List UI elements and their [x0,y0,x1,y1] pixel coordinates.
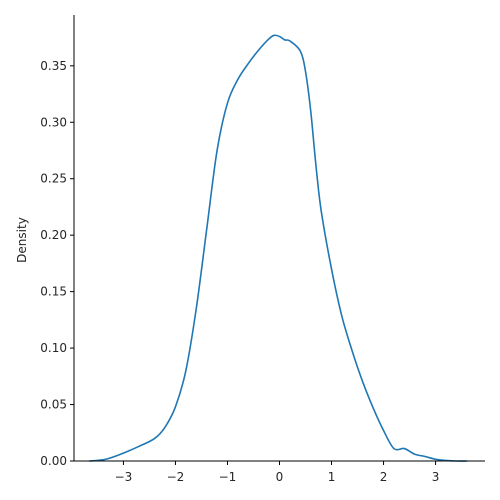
y-tick-label: 0.30 [40,115,67,129]
y-tick-label: 0.20 [40,228,67,242]
x-axis-ticks: −3 −2 −1 0 1 2 3 [115,461,440,484]
y-tick-label: 0.05 [40,398,67,412]
y-axis-ticks: 0.00 0.05 0.10 0.15 0.20 0.25 0.30 0.35 [40,59,74,468]
y-tick-label: 0.25 [40,172,67,186]
plot-area [88,34,468,462]
x-tick-label: 3 [432,470,440,484]
x-tick-label: 1 [328,470,336,484]
y-tick-label: 0.10 [40,341,67,355]
y-tick-label: 0.00 [40,454,67,468]
y-axis-label: Density [15,217,29,263]
y-tick-label: 0.35 [40,59,67,73]
x-tick-label: 0 [276,470,284,484]
x-tick-label: −2 [167,470,185,484]
x-tick-label: −3 [115,470,133,484]
x-tick-label: 2 [380,470,388,484]
density-curve [88,34,468,462]
x-tick-label: −1 [219,470,237,484]
y-tick-label: 0.15 [40,285,67,299]
